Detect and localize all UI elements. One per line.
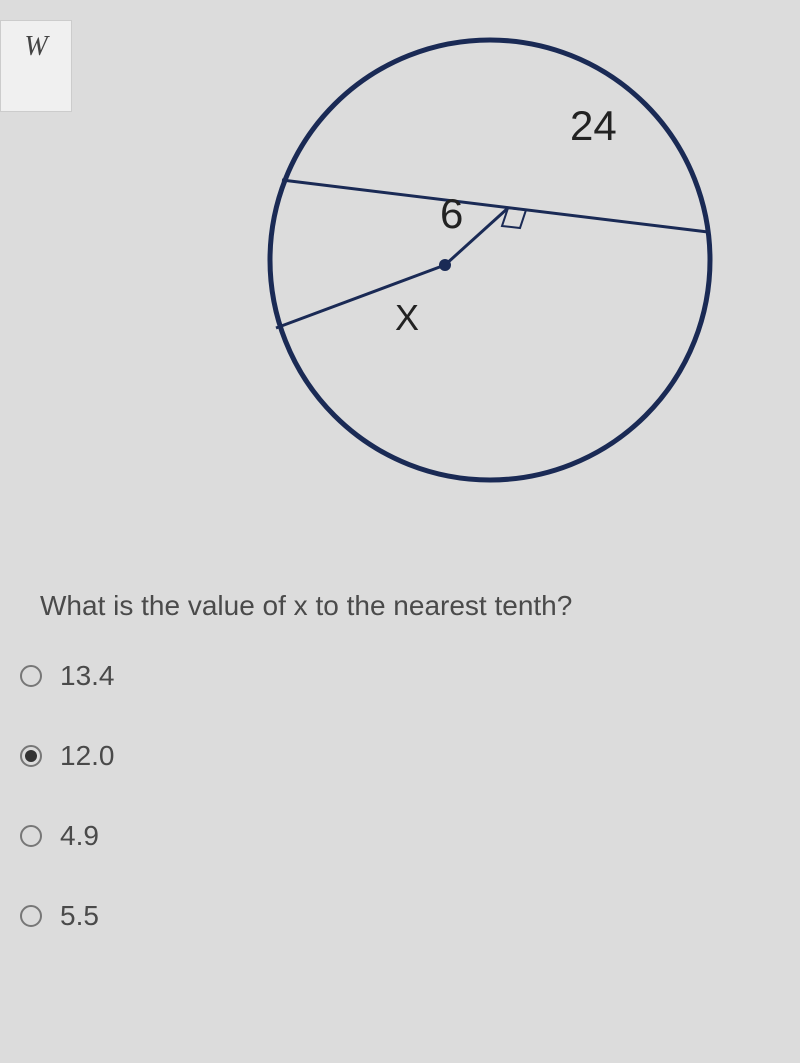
label-x: X <box>395 297 419 338</box>
option-1[interactable]: 12.0 <box>20 740 115 772</box>
circle-diagram: 24 6 X <box>240 10 740 510</box>
diagram-center-dot <box>439 259 451 271</box>
radio-icon <box>20 745 42 767</box>
radio-icon <box>20 665 42 687</box>
answer-options: 13.4 12.0 4.9 5.5 <box>20 660 115 980</box>
option-label: 4.9 <box>60 820 99 852</box>
option-label: 12.0 <box>60 740 115 772</box>
option-0[interactable]: 13.4 <box>20 660 115 692</box>
radio-icon <box>20 905 42 927</box>
diagram-circle <box>270 40 710 480</box>
radio-icon <box>20 825 42 847</box>
option-3[interactable]: 5.5 <box>20 900 115 932</box>
side-tab[interactable]: W <box>0 20 72 112</box>
question-text: What is the value of x to the nearest te… <box>40 590 572 622</box>
diagram-svg: 24 6 X <box>240 10 740 510</box>
option-label: 5.5 <box>60 900 99 932</box>
side-tab-label: W <box>24 31 47 63</box>
label-24: 24 <box>570 102 617 149</box>
option-label: 13.4 <box>60 660 115 692</box>
label-6: 6 <box>440 190 463 237</box>
option-2[interactable]: 4.9 <box>20 820 115 852</box>
